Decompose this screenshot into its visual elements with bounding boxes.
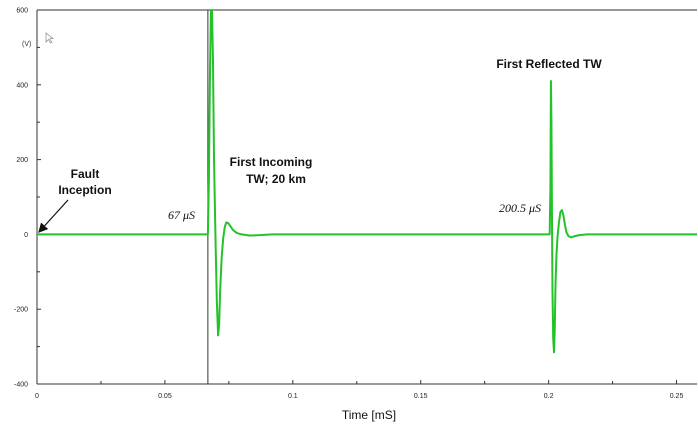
series-group	[37, 10, 697, 354]
x-tick-label: 0	[35, 393, 39, 400]
x-tick-label: 0.2	[544, 393, 554, 400]
annotation-67us: 67 μS	[168, 208, 195, 222]
annotation-first-incoming-line2: TW; 20 km	[246, 172, 306, 186]
y-tick-label: 0	[24, 232, 28, 239]
annotation-fault-inception-line1: Fault	[71, 167, 100, 181]
annotation-first-reflected: First Reflected TW	[496, 57, 602, 71]
y-tick-label: 200	[16, 157, 28, 164]
y-tick-label: 400	[16, 82, 28, 89]
x-tick-label: 0.15	[414, 393, 428, 400]
annotation-fault-inception: Fault Inception	[38, 167, 112, 233]
y-tick-label: -200	[14, 307, 28, 314]
y-tick-label: 600	[16, 8, 28, 15]
annotation-arrow	[38, 199, 69, 233]
y-tick-label: -400	[14, 382, 28, 389]
x-tick-label: 0.05	[158, 393, 172, 400]
annotation-fault-inception-line2: Inception	[58, 183, 111, 197]
x-tick-label: 0.1	[288, 393, 298, 400]
y-axis-unit-label: (V)	[22, 41, 31, 48]
annotation-first-incoming-line1: First Incoming	[230, 155, 313, 169]
x-tick-label: 0.25	[670, 393, 684, 400]
x-axis-ticks: 0 0.05 0.1 0.15 0.2 0.25	[35, 380, 683, 400]
annotation-200-5us: 200.5 μS	[499, 201, 541, 215]
series-line	[37, 10, 697, 354]
y-axis-ticks: -400 -200 0 200 400 600	[14, 8, 41, 389]
annotation-first-incoming: First Incoming TW; 20 km	[230, 155, 313, 186]
x-axis-title: Time [mS]	[342, 408, 396, 422]
cursor-pointer-icon	[45, 32, 54, 44]
